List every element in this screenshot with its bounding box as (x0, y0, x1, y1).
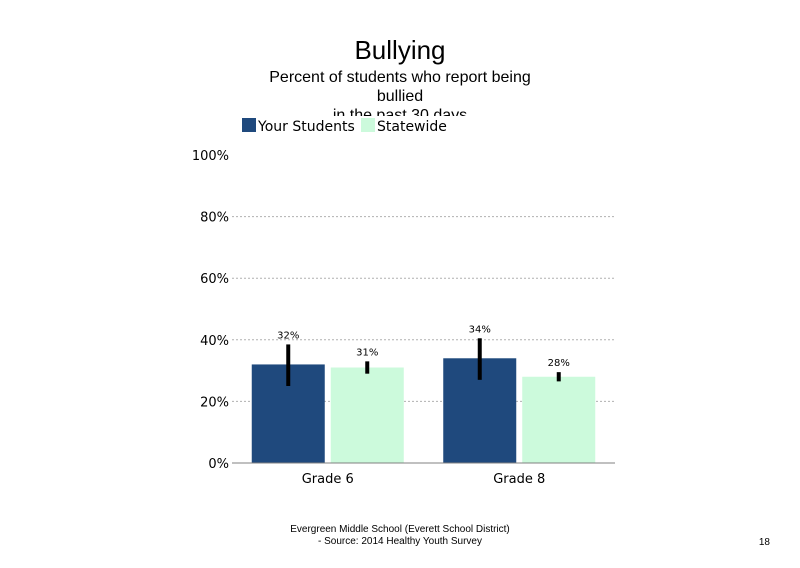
y-tick-label: 100% (192, 149, 229, 164)
data-labels: 32% 31% 34% 28% (277, 324, 570, 369)
subtitle-line-2: bullied (376, 88, 424, 105)
y-axis-ticks: 0% 20% 40% 60% 80% 100% (192, 149, 229, 472)
footer-source: - Source: 2014 Healthy Youth Survey (318, 536, 482, 547)
bars (251, 358, 596, 463)
subtitle-line-1: Percent of students who report being (269, 69, 531, 86)
y-tick-label: 20% (200, 395, 229, 410)
y-tick-label: 0% (208, 457, 229, 472)
footer: Evergreen Middle School (Everett School … (200, 524, 600, 548)
y-tick-label: 60% (200, 272, 229, 287)
legend-swatch-statewide (361, 118, 375, 132)
error-bars (286, 338, 561, 386)
data-label: 28% (548, 358, 570, 369)
legend-label-your-students: Your Students (257, 119, 355, 135)
subtitle-line-3: in the past 30 days (332, 107, 468, 116)
data-label: 34% (469, 324, 491, 335)
legend-label-statewide: Statewide (377, 119, 447, 135)
bar (330, 367, 404, 463)
bar (522, 376, 596, 463)
chart-legend: Your Students Statewide (242, 118, 447, 135)
page-number: 18 (758, 537, 770, 548)
y-tick-label: 80% (200, 211, 229, 226)
data-label: 32% (277, 330, 299, 341)
chart-subtitle: Percent of students who report being bul… (250, 68, 550, 116)
x-axis-ticks: Grade 6 Grade 8 (302, 472, 546, 487)
x-tick-label: Grade 8 (493, 472, 545, 487)
chart-title: Bullying (354, 35, 446, 65)
y-tick-label: 40% (200, 334, 229, 349)
footer-school: Evergreen Middle School (Everett School … (290, 524, 510, 535)
data-label: 31% (356, 347, 378, 358)
legend-swatch-your-students (242, 118, 256, 132)
x-tick-label: Grade 6 (302, 472, 354, 487)
